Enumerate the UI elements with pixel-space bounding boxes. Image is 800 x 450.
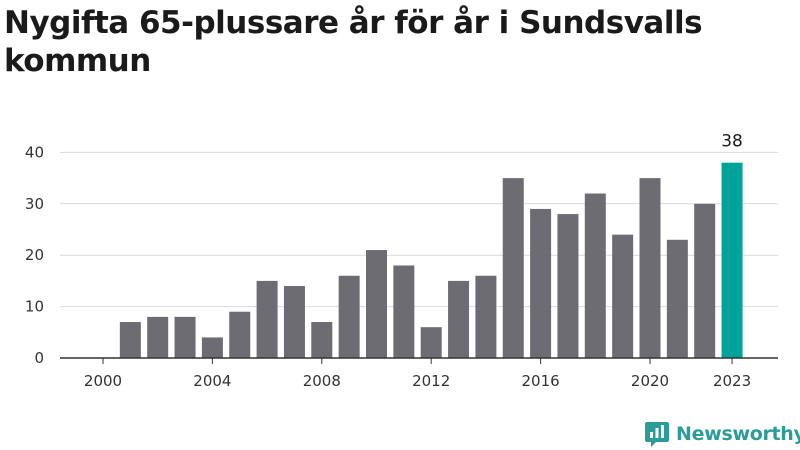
bar-2021 xyxy=(666,239,688,358)
newsworthy-logo-icon xyxy=(645,422,669,447)
bar-2001 xyxy=(119,322,141,358)
bar-2010 xyxy=(366,250,387,358)
chart-title: Nygifta 65-plussare år för år i Sundsval… xyxy=(4,5,703,79)
x-tick-label-2000: 2000 xyxy=(84,372,122,390)
y-tick-label-40: 40 xyxy=(25,143,44,161)
y-tick-label-10: 10 xyxy=(25,298,44,316)
bar-2016 xyxy=(530,208,552,358)
y-tick-label-20: 20 xyxy=(25,246,44,264)
bar-2005 xyxy=(229,311,251,358)
brand-name: Newsworthy xyxy=(676,423,800,445)
data-label-2023: 38 xyxy=(721,132,743,152)
bar-2013 xyxy=(448,280,470,358)
bar-2009 xyxy=(338,275,360,358)
bar-chart: 0 10 20 30 40 2000 2004 2008 2012 2016 2020 2023 3… xyxy=(25,132,778,390)
y-tick-label-0: 0 xyxy=(34,349,44,367)
y-tick-label-30: 30 xyxy=(25,195,44,213)
bars xyxy=(119,162,743,358)
x-tick-label-2008: 2008 xyxy=(303,372,341,390)
bar-2018 xyxy=(584,193,606,358)
bar-2019 xyxy=(612,234,634,358)
bar-2012 xyxy=(420,327,442,358)
bar-2006 xyxy=(256,280,278,358)
x-tick-label-2016: 2016 xyxy=(522,372,560,390)
bar-2007 xyxy=(283,286,305,358)
bar-2011 xyxy=(393,265,415,358)
x-tick-label-2020: 2020 xyxy=(631,372,669,390)
bar-2014 xyxy=(475,275,497,358)
bar-2004 xyxy=(201,337,223,358)
y-axis-ticks: 0 10 20 30 40 xyxy=(25,143,44,367)
bar-2023 xyxy=(721,162,743,358)
bar-2003 xyxy=(174,316,196,358)
bar-2008 xyxy=(311,322,333,358)
x-axis-ticks: 2000 2004 2008 2012 2016 2020 2023 xyxy=(84,358,751,390)
bar-2002 xyxy=(147,316,169,358)
newsworthy-brand[interactable]: Newsworthy xyxy=(644,419,800,449)
bar-2017 xyxy=(557,214,579,358)
bar-2022 xyxy=(694,203,716,358)
x-tick-label-2004: 2004 xyxy=(193,372,231,390)
bar-2015 xyxy=(502,178,524,358)
bar-2020 xyxy=(639,178,661,358)
data-labels: 38 xyxy=(721,132,743,152)
x-tick-label-2023: 2023 xyxy=(713,372,751,390)
x-tick-label-2012: 2012 xyxy=(412,372,450,390)
